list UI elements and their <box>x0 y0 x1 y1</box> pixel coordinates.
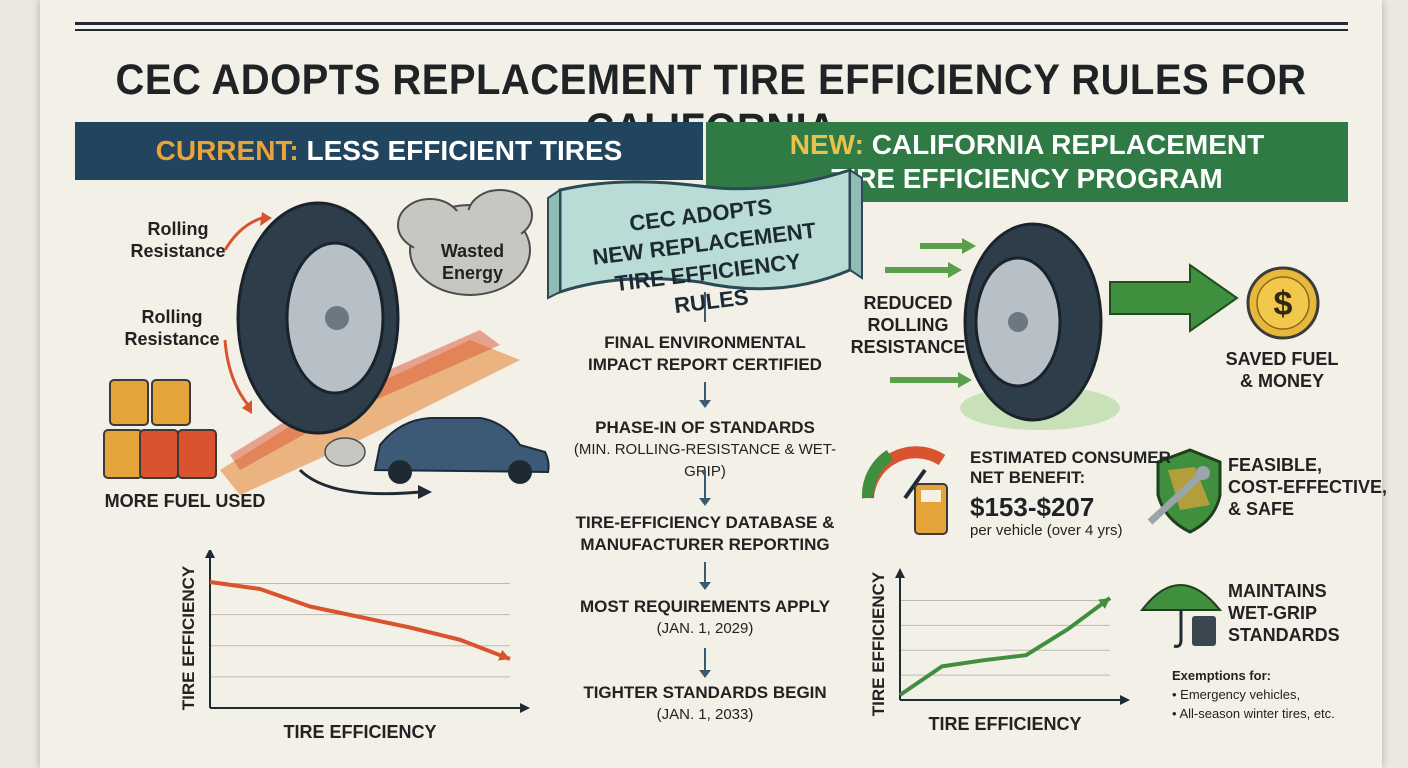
wasted-energy-label: Wasted Energy <box>440 241 505 283</box>
exemption-item: • All-season winter tires, etc. <box>1172 706 1335 721</box>
rolling-resistance-label-2: Rolling Resistance <box>124 307 220 349</box>
ribbon-banner <box>547 167 863 300</box>
x-axis-label: TIRE EFFICIENCY <box>283 722 436 742</box>
series-line <box>898 596 1112 697</box>
exemption-item: • Emergency vehicles, <box>1172 687 1301 702</box>
x-axis-arrow-icon <box>1120 695 1130 705</box>
smoke-cloud-icon <box>397 189 533 296</box>
series-arrowhead-icon <box>498 649 510 661</box>
reduced-resistance-arrows-icon <box>885 238 976 388</box>
timeline-arrow <box>699 562 711 590</box>
benefit-amount: $153-$207 <box>970 492 1095 522</box>
rolling-resistance-label-1: Rolling Resistance <box>130 219 226 261</box>
fuel-gauge-icon <box>861 446 948 535</box>
reduced-resistance-label: REDUCED ROLLING RESISTANCE <box>850 293 966 357</box>
resistance-arrow-icon-2 <box>223 339 250 406</box>
current-banner: CURRENT: LESS EFFICIENT TIRES <box>75 122 703 180</box>
timeline-arrow <box>699 470 711 506</box>
shield-wrench-icon <box>1147 448 1222 534</box>
timeline-arrow <box>699 382 711 408</box>
exemptions-heading: Exemptions for: <box>1172 668 1271 683</box>
forward-arrow-icon <box>1109 263 1239 333</box>
series-arrowhead-icon <box>1098 597 1110 609</box>
current-text: LESS EFFICIENT TIRES <box>306 135 623 166</box>
saved-fuel-label: SAVED FUEL & MONEY <box>1225 349 1339 391</box>
right-efficiency-chart: TIRE EFFICIENCY TIRE EFFICIENCY <box>869 568 1130 734</box>
benefit-title: ESTIMATED CONSUMER NET BENEFIT: <box>970 448 1171 487</box>
x-axis-arrow-icon <box>520 703 530 713</box>
resistance-arrow-icon <box>223 216 263 251</box>
exemptions-list: Exemptions for: • Emergency vehicles, • … <box>1172 666 1335 723</box>
left-tire-icon <box>220 201 520 495</box>
new-text-line1: CALIFORNIA REPLACEMENT <box>871 129 1265 160</box>
top-rule <box>75 22 1348 25</box>
timeline-step-3: TIRE-EFFICIENCY DATABASE & MANUFACTURER R… <box>575 513 835 554</box>
benefit-subtext: per vehicle (over 4 yrs) <box>970 522 1123 539</box>
current-label: CURRENT: <box>155 135 299 166</box>
x-axis-label: TIRE EFFICIENCY <box>928 714 1081 734</box>
wet-grip-label: MAINTAINS WET-GRIP STANDARDS <box>1228 581 1340 645</box>
top-rule-thin <box>75 29 1348 31</box>
more-fuel-label: MORE FUEL USED <box>104 491 266 511</box>
left-efficiency-chart: TIRE EFFICIENCY TIRE EFFICIENCY <box>179 550 530 742</box>
timeline-step-1: FINAL ENVIRONMENTAL IMPACT REPORT CERTIFI… <box>588 333 822 374</box>
background-paper-left <box>0 0 46 768</box>
timeline-arrow <box>699 648 711 678</box>
fuel-cans-icon <box>103 379 217 479</box>
umbrella-icon <box>1139 584 1223 648</box>
dollar-coin-icon <box>1246 266 1320 340</box>
dollar-sign: $ <box>1273 285 1293 323</box>
new-label: NEW: <box>789 129 864 160</box>
timeline-step-4: MOST REQUIREMENTS APPLY (JAN. 1, 2029) <box>580 597 830 637</box>
feasible-label: FEASIBLE, COST-EFFECTIVE, & SAFE <box>1228 455 1388 519</box>
right-tire-icon <box>960 222 1120 430</box>
y-axis-arrow-icon <box>895 568 905 578</box>
new-text-line2: TIRE EFFICIENCY PROGRAM <box>831 163 1223 194</box>
y-axis-label: TIRE EFFICIENCY <box>869 571 888 716</box>
y-axis-arrow-icon <box>205 550 215 558</box>
series-line <box>209 580 511 661</box>
timeline-step-5: TIGHTER STANDARDS BEGIN (JAN. 1, 2033) <box>583 683 827 723</box>
car-icon <box>298 417 550 499</box>
y-axis-label: TIRE EFFICIENCY <box>179 565 198 710</box>
